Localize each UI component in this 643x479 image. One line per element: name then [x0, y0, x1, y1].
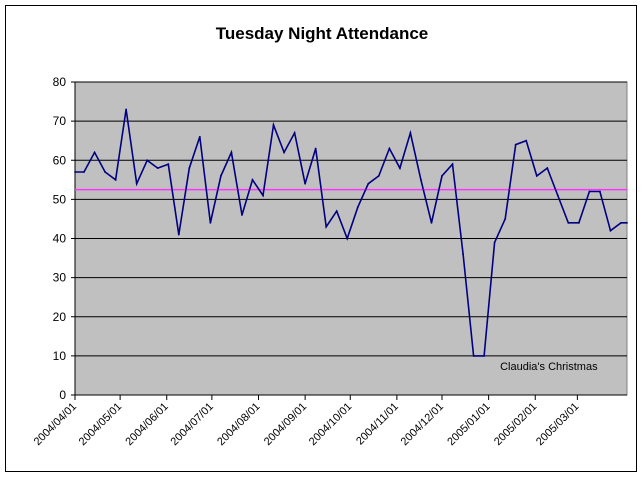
data-point: [504, 218, 507, 220]
data-point: [209, 221, 212, 224]
data-point: [409, 131, 412, 134]
data-point: [325, 225, 328, 228]
data-point: [198, 135, 201, 138]
data-point: [577, 221, 580, 224]
data-point: [83, 171, 85, 173]
data-point: [314, 147, 317, 150]
chart-title: Tuesday Night Attendance: [216, 24, 429, 43]
y-tick-label: 70: [53, 114, 67, 128]
data-point: [125, 108, 128, 111]
data-point: [472, 354, 475, 357]
data-point: [335, 210, 338, 213]
data-point: [609, 229, 612, 232]
data-point: [241, 214, 243, 216]
data-point: [262, 194, 264, 197]
data-point: [514, 143, 517, 146]
data-point: [304, 182, 307, 185]
series-line: [75, 109, 627, 357]
data-point: [556, 194, 559, 197]
y-tick-label: 0: [59, 388, 66, 402]
data-point: [377, 175, 380, 177]
data-point: [230, 151, 233, 154]
data-point: [251, 178, 254, 181]
data-point: [599, 190, 601, 193]
data-point: [293, 131, 296, 134]
annotation-label: Claudia's Christmas: [500, 361, 598, 373]
data-point: [588, 190, 591, 193]
data-point: [135, 182, 138, 185]
data-point: [535, 175, 538, 177]
data-point: [367, 182, 370, 185]
data-point: [620, 221, 622, 224]
data-point: [93, 151, 96, 154]
y-tick-label: 20: [53, 310, 67, 324]
data-point: [177, 233, 180, 236]
data-point: [451, 163, 454, 166]
y-tick-label: 50: [53, 192, 67, 206]
data-point: [346, 237, 349, 240]
y-tick-label: 80: [53, 75, 67, 89]
data-point: [74, 171, 76, 173]
data-point: [283, 151, 285, 154]
data-point: [167, 163, 170, 166]
data-point: [546, 167, 549, 169]
data-point: [483, 354, 486, 357]
data-point: [626, 221, 628, 224]
data-point: [388, 147, 391, 150]
data-point: [441, 175, 443, 177]
y-tick-label: 10: [53, 349, 67, 363]
y-tick-label: 30: [53, 271, 67, 285]
data-point: [114, 178, 117, 181]
data-point: [567, 221, 570, 224]
data-point: [493, 241, 496, 244]
y-tick-label: 40: [53, 232, 67, 246]
data-point: [462, 253, 464, 256]
y-tick-label: 60: [53, 153, 67, 167]
data-point: [398, 167, 401, 169]
data-point: [356, 206, 359, 209]
data-point: [188, 167, 191, 169]
data-point: [156, 167, 159, 169]
data-point: [146, 159, 149, 162]
data-point: [104, 171, 106, 173]
data-point: [272, 124, 275, 126]
data-point: [420, 178, 422, 181]
data-point: [430, 221, 433, 224]
data-point: [219, 175, 222, 177]
data-point: [525, 139, 528, 142]
